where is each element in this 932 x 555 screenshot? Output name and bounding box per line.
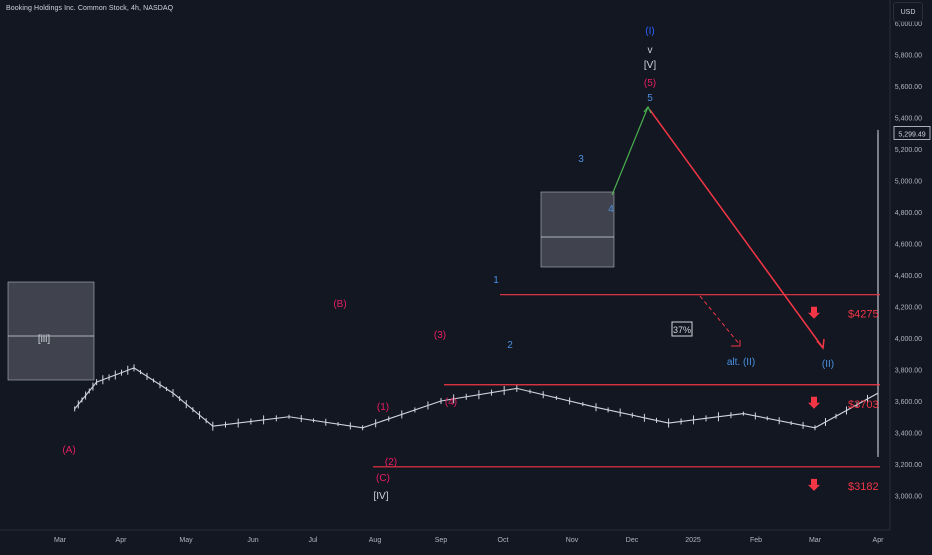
x-tick-label: May [179,537,193,544]
x-tick-label: Apr [873,537,885,544]
wave-label: (1) [377,402,389,413]
wave-label: [iii] [38,334,50,345]
y-tick-label: 3,800.00 [895,368,922,375]
level-label: $3182 [848,481,879,493]
last-price-tag [893,126,931,140]
chart-title: Booking Holdings Inc. Common Stock, 4h, … [6,5,174,12]
wave-label: 3 [578,154,584,165]
wave-label: [IV] [373,491,388,502]
wave-label: (B) [333,299,346,310]
wave-label: (3) [434,330,446,341]
x-tick-label: Jun [247,537,258,544]
wave-label: [V] [644,60,656,71]
wave-label: (I) [645,26,654,37]
x-tick-label: Nov [566,537,579,544]
wave-label: 2 [507,340,513,351]
alt-projection-line [699,295,741,346]
y-tick-label: 5,200.00 [895,147,922,154]
wave-label: v [648,45,653,56]
x-tick-label: Oct [498,537,509,544]
x-tick-label: Sep [435,537,448,544]
currency-button[interactable]: USD [893,2,923,22]
projection-arrowhead [816,338,825,350]
level-label: $3703 [848,399,879,411]
x-tick-label: Apr [116,537,128,544]
x-tick-label: Dec [626,537,639,544]
x-tick-label: 2025 [685,537,701,544]
wave-label: (C) [376,473,390,484]
x-tick-label: Mar [54,537,67,544]
y-tick-label: 3,000.00 [895,494,922,501]
highlight-box [7,281,95,381]
y-tick-label: 5,000.00 [895,179,922,186]
y-tick-label: 3,600.00 [895,399,922,406]
wave5-line [611,106,649,196]
y-tick-label: 4,400.00 [895,273,922,280]
last-price-label: 5,299.49 [898,131,925,138]
wave-label: (A) [62,445,75,456]
down-arrow-icon [808,478,820,491]
wave-label: 1 [493,275,499,286]
y-tick-label: 3,400.00 [895,431,922,438]
y-tick-label: 5,400.00 [895,116,922,123]
y-tick-label: 5,800.00 [895,53,922,60]
alt-arrowhead [731,340,741,347]
y-tick-label: 3,200.00 [895,462,922,469]
wave-label: (II) [822,359,834,370]
y-tick-label: 4,000.00 [895,336,922,343]
wave-label: alt. (II) [727,357,755,368]
down-arrow-icon [808,306,820,319]
x-tick-label: Mar [809,537,822,544]
wave5-arrowhead [643,105,652,114]
y-tick-label: 6,000.00 [895,21,922,28]
percent-label: 37% [673,325,691,335]
x-tick-label: Jul [309,537,318,544]
x-tick-label: Aug [369,537,382,544]
wave-label: (5) [644,78,656,89]
x-tick-label: Feb [750,537,762,544]
projection-line [649,109,824,349]
y-tick-label: 4,200.00 [895,305,922,312]
highlight-box [540,191,615,268]
y-tick-label: 4,600.00 [895,242,922,249]
wave-label: (2) [385,457,397,468]
plot-area[interactable] [0,0,890,530]
wave-label: (4) [445,397,457,408]
y-tick-label: 4,800.00 [895,210,922,217]
wave-label: 5 [647,93,653,104]
down-arrow-icon [808,396,820,409]
level-label: $4275 [848,309,879,321]
wave-label: 4 [608,204,614,215]
y-tick-label: 5,600.00 [895,84,922,91]
percent-box [671,321,693,337]
